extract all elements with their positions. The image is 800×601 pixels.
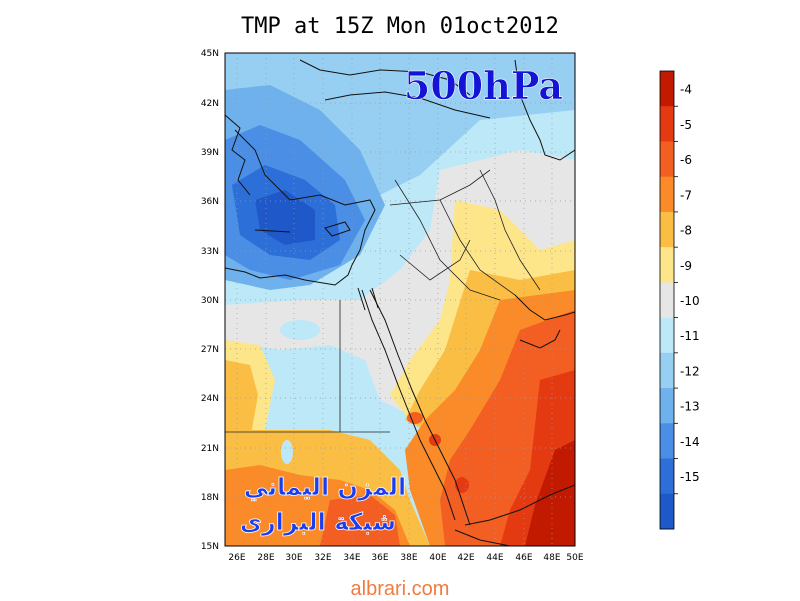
colorbar-swatch <box>660 352 674 389</box>
lat-label: 39N <box>201 148 219 158</box>
graticule <box>225 53 575 546</box>
colorbar-label: -9 <box>680 259 692 273</box>
lat-label: 30N <box>201 296 219 306</box>
colorbar-label: -12 <box>680 364 700 378</box>
lat-label: 27N <box>201 345 219 355</box>
colorbar-label: -4 <box>680 83 692 97</box>
colorbar-swatch <box>660 106 674 142</box>
lon-label: 44E <box>486 553 503 563</box>
colorbar-swatch <box>660 458 674 495</box>
colorbar-frame <box>659 70 675 530</box>
map-frame <box>224 52 576 547</box>
colorbar-swatch <box>660 423 674 460</box>
lat-label: 36N <box>201 197 219 207</box>
map-title: TMP at 15Z Mon 01oct2012 <box>241 14 559 39</box>
lon-label: 50E <box>566 553 583 563</box>
lat-label: 24N <box>201 394 219 404</box>
lon-label: 34E <box>343 553 360 563</box>
lon-label: 38E <box>400 553 417 563</box>
lat-label: 42N <box>201 99 219 109</box>
longitude-axis: 26E 28E 30E 32E 34E 36E 38E 40E 42E 44E … <box>228 553 583 563</box>
lon-label: 46E <box>515 553 532 563</box>
lon-label: 36E <box>371 553 388 563</box>
colorbar-swatch <box>660 71 674 107</box>
colorbar-label: -15 <box>680 470 700 484</box>
colorbar-swatch <box>660 247 674 283</box>
lat-label: 18N <box>201 493 219 503</box>
colorbar-swatch <box>660 282 674 319</box>
lat-label: 15N <box>201 542 219 552</box>
lon-label: 30E <box>285 553 302 563</box>
watermark-line-1: المزن اليماني <box>244 473 407 501</box>
lon-label: 26E <box>228 553 245 563</box>
footer-site-name: albrari.com <box>350 578 450 600</box>
temperature-field <box>225 53 575 546</box>
latitude-axis: 45N 42N 39N 36N 33N 30N 27N 24N 21N 18N … <box>201 49 219 552</box>
colorbar-label: -7 <box>680 188 692 202</box>
colorbar-swatch <box>660 141 674 178</box>
colorbar-swatch <box>660 176 674 213</box>
lon-label: 42E <box>457 553 474 563</box>
colorbar-swatch <box>660 317 674 354</box>
watermark-line-2: شبكة البرارى <box>240 508 396 536</box>
colorbar: -4 -5 -6 -7 -8 -9 -10 -11 -12 -13 -14 -15 <box>659 70 700 530</box>
lon-label: 32E <box>314 553 331 563</box>
lat-label: 33N <box>201 247 219 257</box>
lon-label: 28E <box>257 553 274 563</box>
coastlines-borders <box>225 59 575 546</box>
lat-label: 21N <box>201 444 219 454</box>
country-borders <box>225 169 541 433</box>
colorbar-label: -14 <box>680 435 700 449</box>
lon-label: 48E <box>543 553 560 563</box>
colorbar-label: -11 <box>680 329 700 343</box>
colorbar-label: -13 <box>680 400 700 414</box>
pressure-level-label: 500hPa <box>404 63 563 108</box>
colorbar-swatch <box>660 493 674 530</box>
lon-label: 40E <box>429 553 446 563</box>
colorbar-swatch <box>660 388 674 424</box>
lat-label: 45N <box>201 49 219 59</box>
colorbar-label: -6 <box>680 153 692 167</box>
colorbar-label: -10 <box>680 294 700 308</box>
colorbar-label: -5 <box>680 118 692 132</box>
colorbar-label: -8 <box>680 224 692 238</box>
colorbar-swatch <box>660 211 674 248</box>
